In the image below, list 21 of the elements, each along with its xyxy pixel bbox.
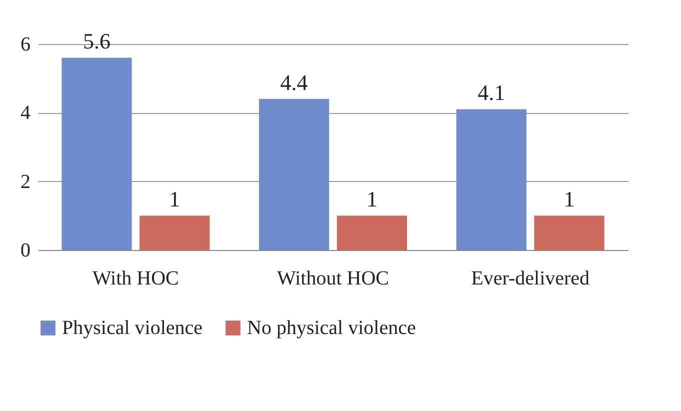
legend-label: Physical violence xyxy=(62,317,203,339)
y-tick-label: 4 xyxy=(20,102,30,124)
bar xyxy=(62,58,132,250)
bar xyxy=(140,216,210,250)
y-tick-label: 2 xyxy=(20,170,30,193)
x-tick-label: With HOC xyxy=(92,268,179,290)
data-label: 5.6 xyxy=(82,28,110,54)
bar xyxy=(456,109,526,250)
y-tick-label: 0 xyxy=(20,240,30,262)
bar xyxy=(534,216,604,250)
x-tick-label: Ever-delivered xyxy=(471,268,590,290)
bar xyxy=(259,98,330,250)
y-tick-label: 6 xyxy=(20,34,30,56)
x-tick-label: Without HOC xyxy=(277,268,389,290)
data-label: 4.1 xyxy=(478,80,506,106)
data-label: 4.4 xyxy=(280,70,308,95)
data-label: 1 xyxy=(366,186,378,212)
data-label: 1 xyxy=(169,186,180,212)
legend-label: No physical violence xyxy=(247,317,416,339)
data-label: 1 xyxy=(564,186,575,212)
bar xyxy=(336,216,407,250)
